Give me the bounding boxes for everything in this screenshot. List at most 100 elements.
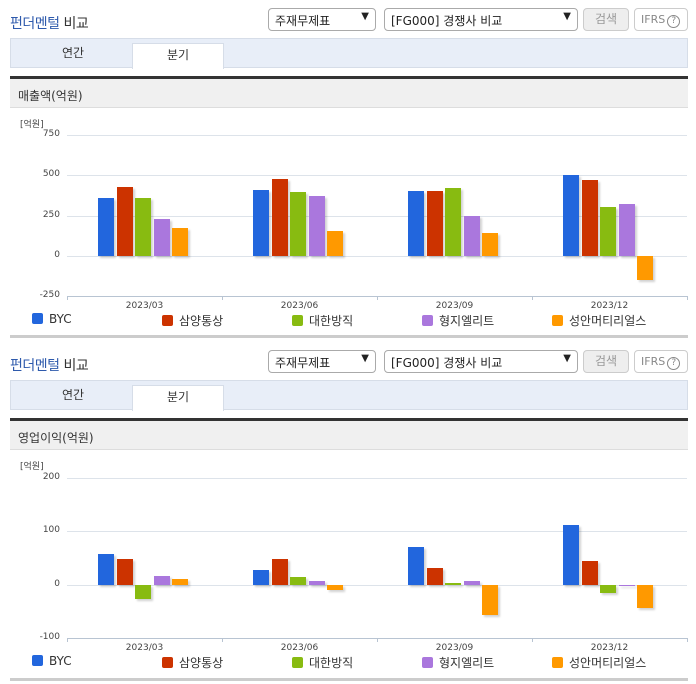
bar-성안머티리얼스[interactable] bbox=[637, 584, 653, 609]
bar-대한방직[interactable] bbox=[600, 207, 616, 256]
bar-대한방직[interactable] bbox=[445, 583, 461, 585]
bar-BYC[interactable] bbox=[98, 198, 114, 256]
statement-type-select[interactable]: 주재무제표 ▼ bbox=[268, 8, 376, 31]
bar-성안머티리얼스[interactable] bbox=[327, 584, 343, 590]
ifrs-button[interactable]: IFRS? bbox=[634, 8, 688, 31]
x-tick-mark bbox=[377, 638, 378, 642]
bar-성안머티리얼스[interactable] bbox=[172, 578, 188, 585]
bar-성안머티리얼스[interactable] bbox=[482, 584, 498, 615]
legend-item-형지엘리트[interactable]: 형지엘리트 bbox=[422, 312, 494, 329]
bar-형지엘리트[interactable] bbox=[308, 581, 325, 585]
chart-subtitle-bar: 매출액(억원) bbox=[10, 76, 688, 108]
bar-BYC[interactable] bbox=[98, 553, 114, 585]
tab-quarterly[interactable]: 분기 bbox=[132, 43, 224, 69]
bar-성안머티리얼스[interactable] bbox=[482, 233, 498, 256]
bar-성안머티리얼스[interactable] bbox=[637, 255, 653, 280]
section-title: 펀더멘털 비교 bbox=[10, 16, 89, 32]
x-tick-mark bbox=[687, 296, 688, 300]
help-icon[interactable]: ? bbox=[667, 15, 681, 28]
bar-형지엘리트[interactable] bbox=[153, 575, 170, 585]
tab-quarterly[interactable]: 분기 bbox=[132, 385, 224, 411]
legend-label: 성안머티리얼스 bbox=[569, 656, 647, 670]
x-tick-mark bbox=[687, 638, 688, 642]
bar-형지엘리트[interactable] bbox=[308, 196, 325, 256]
bar-BYC[interactable] bbox=[563, 175, 579, 256]
statement-type-select[interactable]: 주재무제표 ▼ bbox=[268, 350, 376, 373]
chevron-down-icon: ▼ bbox=[563, 353, 571, 364]
legend-swatch-icon bbox=[292, 315, 303, 326]
compare-group-select[interactable]: [FG000] 경쟁사 비교 ▼ bbox=[384, 8, 578, 31]
y-tick-label: 200 bbox=[42, 472, 60, 482]
bar-대한방직[interactable] bbox=[290, 192, 306, 256]
help-icon[interactable]: ? bbox=[667, 357, 681, 370]
legend-label: 형지엘리트 bbox=[439, 314, 495, 328]
y-tick-label: -250 bbox=[39, 290, 60, 300]
ifrs-button[interactable]: IFRS? bbox=[634, 350, 688, 373]
bar-BYC[interactable] bbox=[408, 191, 424, 256]
bar-대한방직[interactable] bbox=[135, 584, 151, 600]
bar-삼양통상[interactable] bbox=[581, 560, 598, 585]
legend-item-BYC[interactable]: BYC bbox=[32, 654, 72, 668]
legend-item-대한방직[interactable]: 대한방직 bbox=[292, 654, 353, 671]
bar-형지엘리트[interactable] bbox=[618, 204, 635, 256]
bar-삼양통상[interactable] bbox=[426, 568, 443, 585]
bar-형지엘리트[interactable] bbox=[463, 580, 480, 585]
bar-BYC[interactable] bbox=[563, 524, 579, 585]
legend-item-삼양통상[interactable]: 삼양통상 bbox=[162, 654, 223, 671]
bar-형지엘리트[interactable] bbox=[618, 584, 635, 587]
legend-item-대한방직[interactable]: 대한방직 bbox=[292, 312, 353, 329]
x-tick-mark bbox=[67, 296, 68, 300]
x-tick-label: 2023/09 bbox=[435, 643, 474, 653]
search-button[interactable]: 검색 bbox=[583, 350, 629, 373]
bar-형지엘리트[interactable] bbox=[153, 218, 170, 256]
bar-대한방직[interactable] bbox=[445, 188, 461, 256]
gridline bbox=[67, 175, 687, 177]
bar-삼양통상[interactable] bbox=[271, 179, 288, 256]
bar-삼양통상[interactable] bbox=[581, 180, 598, 256]
bar-대한방직[interactable] bbox=[290, 576, 306, 585]
period-tabs: 연간 분기 bbox=[10, 380, 688, 411]
divider bbox=[10, 678, 688, 681]
y-axis-unit: [억원] bbox=[20, 462, 44, 472]
chevron-down-icon: ▼ bbox=[361, 353, 369, 364]
fundamental-compare-section-1: 펀더멘털 비교 주재무제표 ▼ [FG000] 경쟁사 비교 ▼ 검색 IFRS? … bbox=[0, 0, 696, 340]
bar-BYC[interactable] bbox=[253, 569, 269, 585]
legend-swatch-icon bbox=[162, 657, 173, 668]
bar-성안머티리얼스[interactable] bbox=[327, 230, 343, 256]
legend-label: 삼양통상 bbox=[179, 656, 224, 670]
legend-item-성안머티리얼스[interactable]: 성안머티리얼스 bbox=[552, 312, 646, 329]
operating-profit-chart: [억원] 200 100 0 -100 2023/03 2023/06 2023/09 2023… bbox=[10, 452, 688, 677]
legend-swatch-icon bbox=[422, 315, 433, 326]
tab-annual[interactable]: 연간 bbox=[61, 46, 85, 60]
gridline bbox=[67, 215, 687, 217]
bar-삼양통상[interactable] bbox=[116, 186, 133, 256]
y-tick-label: 250 bbox=[42, 209, 60, 220]
legend-label: 삼양통상 bbox=[179, 314, 224, 328]
bar-삼양통상[interactable] bbox=[116, 558, 133, 585]
bar-삼양통상[interactable] bbox=[271, 558, 288, 585]
bar-삼양통상[interactable] bbox=[426, 191, 443, 256]
legend-label: 대한방직 bbox=[309, 656, 354, 670]
bar-대한방직[interactable] bbox=[135, 198, 151, 256]
legend-item-형지엘리트[interactable]: 형지엘리트 bbox=[422, 654, 494, 671]
legend-swatch-icon bbox=[32, 313, 43, 324]
y-tick-label: 750 bbox=[42, 129, 60, 139]
y-tick-label: 0 bbox=[54, 578, 60, 589]
legend-item-BYC[interactable]: BYC bbox=[32, 312, 72, 326]
search-button[interactable]: 검색 bbox=[583, 8, 629, 31]
x-tick-mark bbox=[222, 296, 223, 300]
bar-형지엘리트[interactable] bbox=[463, 215, 480, 256]
bar-BYC[interactable] bbox=[408, 546, 424, 585]
x-tick-label: 2023/09 bbox=[435, 301, 474, 311]
tab-annual[interactable]: 연간 bbox=[61, 388, 85, 402]
bar-BYC[interactable] bbox=[253, 189, 269, 256]
x-tick-label: 2023/03 bbox=[125, 643, 164, 653]
bar-대한방직[interactable] bbox=[600, 584, 616, 593]
gridline bbox=[67, 584, 687, 586]
compare-group-select[interactable]: [FG000] 경쟁사 비교 ▼ bbox=[384, 350, 578, 373]
bar-성안머티리얼스[interactable] bbox=[172, 227, 188, 256]
x-tick-label: 2023/12 bbox=[590, 301, 629, 311]
period-tabs: 연간 분기 bbox=[10, 38, 688, 69]
legend-item-성안머티리얼스[interactable]: 성안머티리얼스 bbox=[552, 654, 646, 671]
legend-item-삼양통상[interactable]: 삼양통상 bbox=[162, 312, 223, 329]
